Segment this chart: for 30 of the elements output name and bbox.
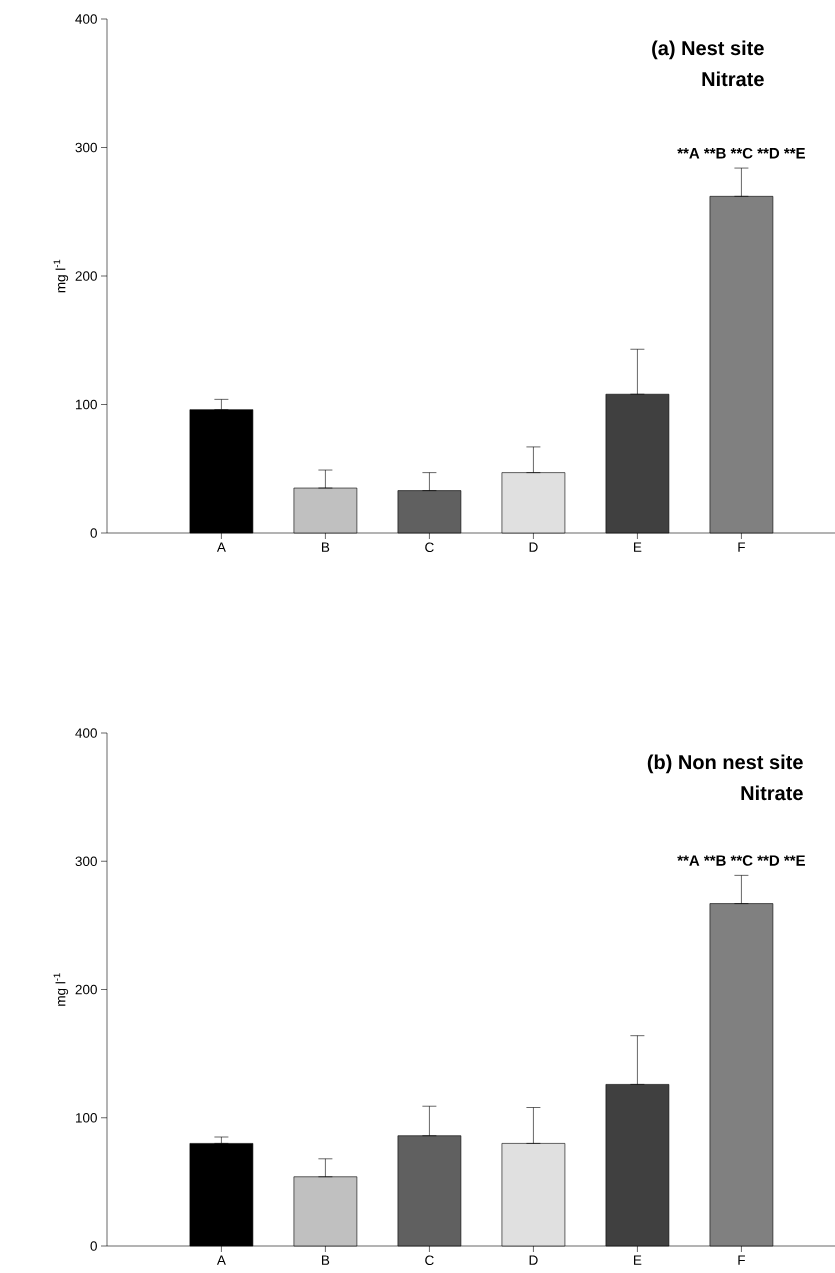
y-tick-label: 200 (75, 984, 97, 995)
x-tick-label: B (322, 542, 330, 552)
x-tick-label: F (738, 542, 745, 552)
annotation: **A **B **C **D **E (677, 855, 805, 866)
text: (a) Nest site (652, 40, 764, 60)
y-tick-label: 100 (75, 1112, 97, 1123)
annotation: **A **B **C **D **E (677, 147, 805, 159)
y-tick-label: 300 (75, 856, 97, 867)
text: Nitrate (702, 71, 764, 87)
x-tick-label: F (738, 1255, 745, 1265)
x-tick-label: D (529, 542, 538, 552)
y-tick-label: 0 (90, 1241, 97, 1251)
x-tick-label: E (634, 1255, 642, 1265)
y-tick-label: 300 (75, 142, 97, 153)
text: (b) Non nest site (647, 754, 803, 774)
x-tick-label: A (216, 542, 226, 552)
y-tick-label: 400 (75, 14, 97, 24)
y-tick-label: 0 (90, 528, 97, 538)
x-tick-label: A (216, 1255, 226, 1265)
y-axis-title: mg l$^{-1}$ (53, 973, 69, 1006)
y-tick-label: 100 (75, 399, 97, 410)
text: Nitrate (741, 785, 803, 801)
x-tick-label: E (634, 542, 642, 552)
y-tick-label: 400 (75, 728, 97, 738)
y-axis-title: mg l$^{-1}$ (53, 259, 69, 293)
x-tick-label: D (529, 1255, 538, 1265)
x-tick-label: C (425, 542, 434, 553)
x-tick-label: C (425, 1255, 434, 1266)
y-tick-label: 200 (75, 271, 97, 281)
x-tick-label: B (322, 1255, 330, 1265)
